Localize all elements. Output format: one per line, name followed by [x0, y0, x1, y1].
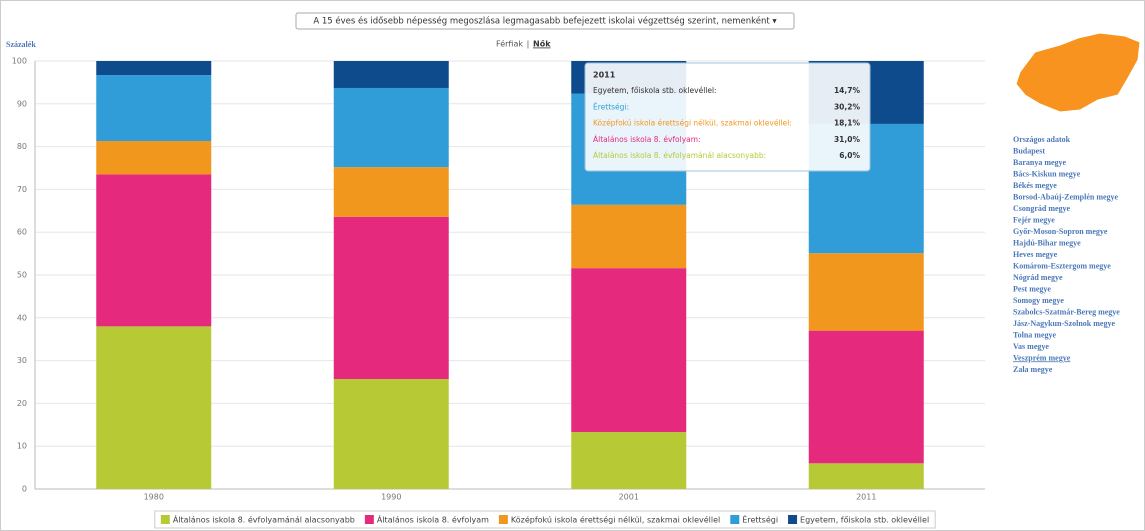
region-link[interactable]: Budapest — [1013, 146, 1045, 155]
toggle-women[interactable]: Nők — [533, 40, 551, 49]
tooltip-label: Egyetem, főiskola stb. oklevéllel: — [593, 86, 717, 95]
toggle-men[interactable]: Férfiak — [496, 39, 523, 49]
y-tick-label: 30 — [17, 356, 27, 365]
tooltip-value: 6,0% — [839, 151, 860, 160]
legend: Általános iskola 8. évfolyamánál alacson… — [160, 514, 929, 525]
region-link[interactable]: Békés megye — [1013, 181, 1057, 190]
legend-swatch — [364, 515, 374, 524]
y-tick-label: 40 — [17, 313, 27, 322]
region-link[interactable]: Jász-Nagykun-Szolnok megye — [1013, 319, 1115, 328]
y-tick-label: 10 — [17, 442, 27, 451]
tooltip — [584, 62, 871, 172]
region-link[interactable]: Országos adatok — [1013, 135, 1071, 144]
region-link[interactable]: Nógrád megye — [1013, 273, 1063, 282]
bar-segment — [571, 268, 687, 433]
x-tick-label: 1990 — [381, 493, 401, 502]
region-link[interactable]: Komárom-Esztergom megye — [1013, 261, 1111, 270]
tooltip-title: 2011 — [593, 71, 616, 80]
legend-swatch — [788, 515, 798, 524]
legend-label: Egyetem, főiskola stb. oklevéllel — [800, 515, 929, 525]
bar-segment — [96, 141, 212, 175]
legend-label: Középfokú iskola érettségi nélkül, szakm… — [511, 515, 720, 525]
tooltip-value: 31,0% — [834, 135, 861, 144]
bar-segment — [333, 379, 449, 489]
bar-segment — [571, 432, 687, 489]
dropdown-label[interactable]: A 15 éves és idősebb népesség megoszlása… — [313, 16, 777, 27]
y-tick-label: 100 — [12, 57, 27, 66]
y-tick-label: 50 — [17, 271, 27, 280]
legend-swatch — [160, 515, 170, 524]
tooltip-label: Általános iskola 8. évfolyamánál alacson… — [593, 151, 766, 160]
legend-swatch — [498, 515, 508, 524]
y-tick-label: 70 — [17, 185, 27, 194]
bar-segment — [808, 253, 924, 331]
tooltip-label: Általános iskola 8. évfolyam: — [593, 135, 701, 144]
region-link[interactable]: Baranya megye — [1013, 158, 1067, 167]
region-link[interactable]: Vas megye — [1013, 342, 1049, 351]
bar-segment — [333, 167, 449, 217]
x-tick-label: 2011 — [856, 493, 876, 502]
legend-swatch — [730, 515, 740, 524]
tooltip-label: Középfokú iskola érettségi nélkül, szakm… — [593, 119, 792, 128]
region-link[interactable]: Hajdú-Bihar megye — [1013, 238, 1081, 247]
bar-segment — [96, 174, 212, 327]
y-tick-label: 0 — [22, 485, 27, 494]
toggle-separator: | — [527, 40, 530, 49]
region-link[interactable]: Szabolcs-Szatmár-Bereg megye — [1013, 307, 1120, 316]
legend-box — [154, 510, 936, 529]
bar-segment — [333, 216, 449, 380]
region-link[interactable]: Fejér megye — [1013, 215, 1055, 224]
x-tick-label: 2001 — [619, 493, 639, 502]
y-axis-title: Százalék — [6, 40, 36, 49]
tooltip-label: Érettségi: — [593, 102, 629, 111]
bar-segment — [96, 326, 212, 489]
hungary-map[interactable] — [1015, 32, 1141, 113]
bar-segment — [808, 463, 924, 489]
x-tick-label: 1980 — [144, 493, 164, 502]
region-link[interactable]: Csongrád megye — [1013, 204, 1071, 213]
tooltip-value: 30,2% — [834, 102, 861, 111]
region-link[interactable]: Borsod-Abaúj-Zemplén megye — [1013, 192, 1119, 201]
region-link[interactable]: Győr-Moson-Sopron megye — [1013, 227, 1108, 236]
bar-segment — [571, 204, 687, 269]
bar-segment — [96, 75, 212, 142]
tooltip-value: 18,1% — [834, 119, 861, 128]
bar-segment — [333, 61, 449, 88]
region-link[interactable]: Pest megye — [1013, 284, 1051, 293]
tooltip-value: 14,7% — [834, 86, 861, 95]
bar-segment — [808, 330, 924, 464]
region-link[interactable]: Somogy megye — [1013, 296, 1064, 305]
y-tick-label: 90 — [17, 99, 27, 108]
dropdown[interactable] — [295, 12, 795, 30]
bar-segment — [333, 87, 449, 168]
y-tick-label: 20 — [17, 399, 27, 408]
region-link[interactable]: Zala megye — [1013, 365, 1053, 374]
bar-segment — [96, 61, 212, 76]
y-tick-label: 60 — [17, 228, 27, 237]
region-link[interactable]: Heves megye — [1013, 250, 1058, 259]
legend-label: Általános iskola 8. évfolyamánál alacson… — [173, 514, 355, 525]
legend-label: Általános iskola 8. évfolyam — [377, 514, 489, 525]
region-link[interactable]: Tolna megye — [1013, 330, 1056, 339]
region-link[interactable]: Bács-Kiskun megye — [1013, 169, 1081, 178]
y-tick-label: 80 — [17, 142, 27, 151]
legend-label: Érettségi — [742, 514, 778, 525]
region-link[interactable]: Veszprém megye — [1013, 353, 1071, 362]
